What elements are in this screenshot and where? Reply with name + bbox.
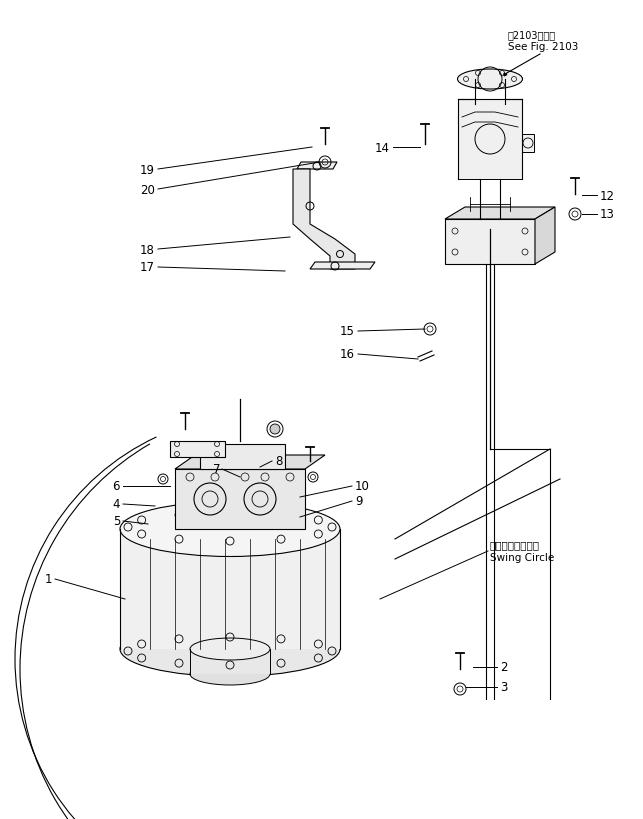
Text: 16: 16 <box>340 348 355 361</box>
Text: 10: 10 <box>355 480 370 493</box>
Text: 3: 3 <box>500 681 507 694</box>
Polygon shape <box>535 208 555 265</box>
Ellipse shape <box>120 622 340 676</box>
Text: 14: 14 <box>375 142 390 154</box>
Text: Swing Circle: Swing Circle <box>490 552 554 563</box>
Text: 13: 13 <box>600 208 615 221</box>
Polygon shape <box>445 208 555 219</box>
Text: 12: 12 <box>600 189 615 202</box>
Bar <box>190 649 270 674</box>
Text: スイングサークル: スイングサークル <box>490 540 540 550</box>
Text: 19: 19 <box>140 163 155 176</box>
Text: 8: 8 <box>275 455 282 468</box>
Circle shape <box>270 424 280 434</box>
Text: 4: 4 <box>113 498 120 511</box>
Text: 6: 6 <box>113 480 120 493</box>
Polygon shape <box>297 163 337 170</box>
Text: See Fig. 2103: See Fig. 2103 <box>508 42 578 52</box>
Text: 15: 15 <box>340 325 355 338</box>
Polygon shape <box>175 455 325 469</box>
Text: 17: 17 <box>140 261 155 274</box>
Polygon shape <box>293 170 355 269</box>
Polygon shape <box>310 263 375 269</box>
Text: 20: 20 <box>140 183 155 197</box>
Text: 18: 18 <box>140 243 155 256</box>
Ellipse shape <box>190 663 270 686</box>
Text: 1: 1 <box>44 572 52 586</box>
Polygon shape <box>170 441 225 458</box>
Bar <box>458 100 522 180</box>
Bar <box>522 135 534 153</box>
Text: 7: 7 <box>212 463 220 476</box>
Text: 2: 2 <box>500 661 507 674</box>
Bar <box>175 469 305 529</box>
Text: 第2103図参照: 第2103図参照 <box>508 30 556 40</box>
Bar <box>120 529 340 649</box>
Ellipse shape <box>458 70 523 90</box>
Text: 9: 9 <box>355 495 363 508</box>
Bar <box>200 445 285 469</box>
Ellipse shape <box>190 638 270 660</box>
Ellipse shape <box>120 502 340 557</box>
Bar <box>445 219 535 265</box>
Text: 5: 5 <box>113 515 120 528</box>
